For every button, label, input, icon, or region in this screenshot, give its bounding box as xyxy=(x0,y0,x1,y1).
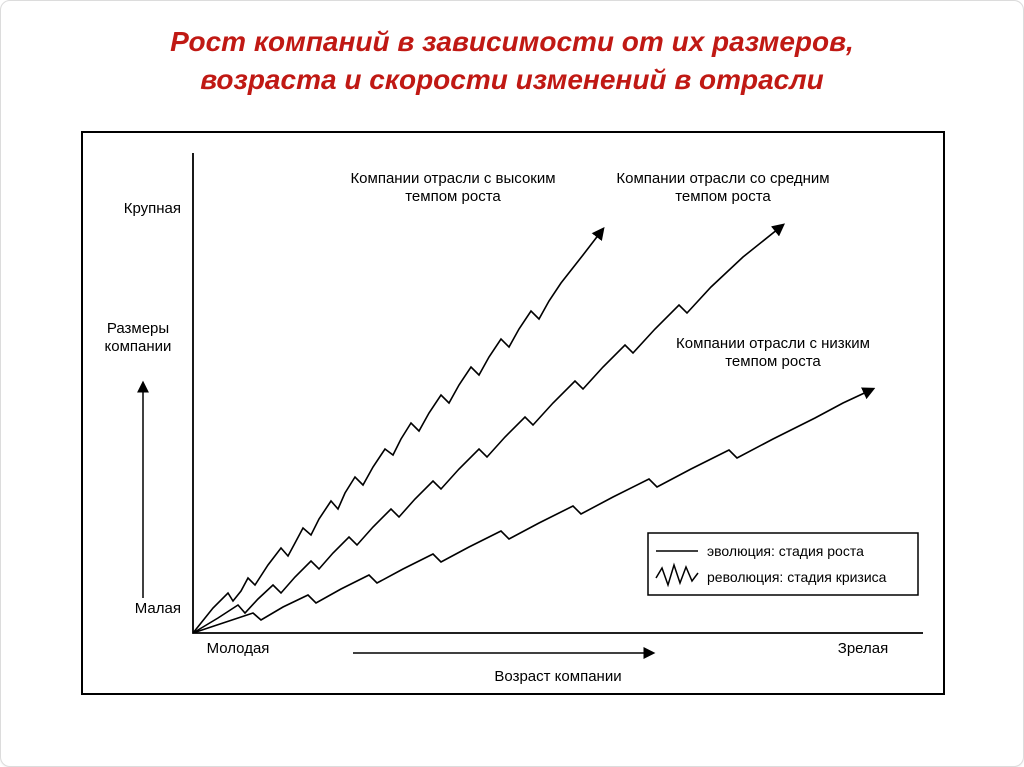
y-axis-label: компании xyxy=(105,338,172,355)
x-tick-label: Зрелая xyxy=(838,640,888,657)
curve-label-high: Компании отрасли с высоким xyxy=(350,170,555,187)
legend-label: эволюция: стадия роста xyxy=(707,543,864,559)
curve-label-medium: Компании отрасли со средним xyxy=(616,170,829,187)
curve-label-medium: темпом роста xyxy=(675,188,771,205)
curve-label-low: Компании отрасли с низким xyxy=(676,335,870,352)
title-line-1: Рост компаний в зависимости от их размер… xyxy=(170,26,854,57)
legend-label: революция: стадия кризиса xyxy=(707,569,887,585)
y-axis-label: Размеры xyxy=(107,320,169,337)
x-tick-label: Молодая xyxy=(207,640,270,657)
curve-label-high: темпом роста xyxy=(405,188,501,205)
slide-container: Рост компаний в зависимости от их размер… xyxy=(0,0,1024,767)
curve-label-low: темпом роста xyxy=(725,353,821,370)
slide-title: Рост компаний в зависимости от их размер… xyxy=(1,1,1023,109)
chart-frame: Крупная Малая Размерыкомпании Молодая Зрелая… xyxy=(81,131,945,695)
title-line-2: возраста и скорости изменений в отрасли xyxy=(200,64,824,95)
growth-chart: Крупная Малая Размерыкомпании Молодая Зрелая… xyxy=(83,133,943,693)
x-axis-label: Возраст компании xyxy=(494,668,621,685)
y-tick-label: Малая xyxy=(135,600,181,617)
y-tick-label: Крупная xyxy=(124,200,181,217)
